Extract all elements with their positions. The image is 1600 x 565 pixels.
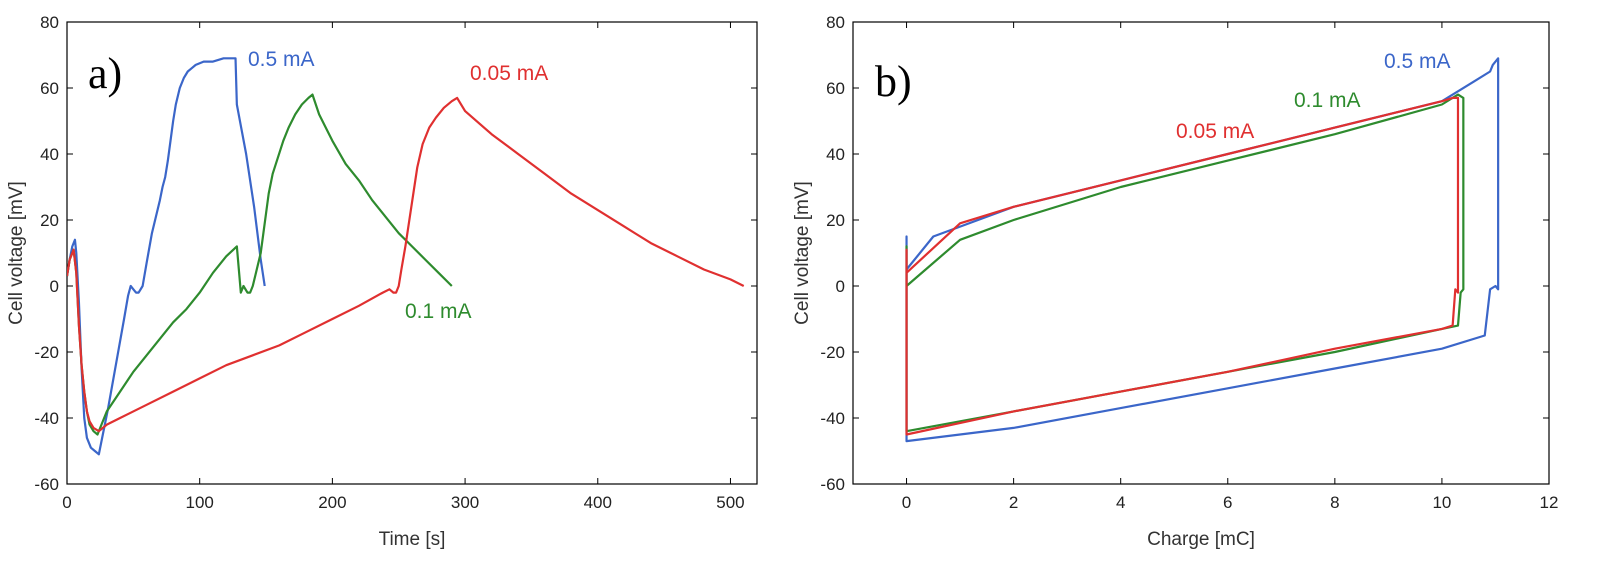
y-tick-label: 40 bbox=[40, 145, 59, 164]
y-tick-label: -60 bbox=[820, 475, 845, 494]
series-line-0-05-ma bbox=[67, 96, 745, 433]
plot-frame bbox=[66, 21, 758, 485]
x-tick-label: 200 bbox=[318, 493, 346, 512]
series-line-0-5-ma bbox=[67, 57, 266, 456]
x-axis-title: Charge [mC] bbox=[1147, 529, 1255, 550]
x-tick-label: 300 bbox=[451, 493, 479, 512]
y-tick-label: -40 bbox=[34, 409, 59, 428]
x-tick-label: 2 bbox=[1009, 493, 1018, 512]
y-tick-label: 20 bbox=[826, 211, 845, 230]
x-tick-label: 12 bbox=[1540, 493, 1559, 512]
y-tick-label: 60 bbox=[40, 79, 59, 98]
y-tick-label: -60 bbox=[34, 475, 59, 494]
x-tick-label: 0 bbox=[902, 493, 911, 512]
x-tick-label: 400 bbox=[584, 493, 612, 512]
y-tick-label: 0 bbox=[50, 277, 59, 296]
panel-b: 0 2 4 6 8 10 12 -60 -40 -20 0 20 40 60 80 Charge [mC] Ce… bbox=[792, 13, 1558, 550]
x-axis-title: Time [s] bbox=[379, 529, 446, 550]
y-tick-label: -20 bbox=[820, 343, 845, 362]
y-axis-title: Cell voltage [mV] bbox=[6, 181, 27, 325]
series-label: 0.5 mA bbox=[1384, 50, 1451, 73]
x-tick-label: 10 bbox=[1432, 493, 1451, 512]
y-tick-label: 60 bbox=[826, 79, 845, 98]
x-tick-label: 100 bbox=[186, 493, 214, 512]
x-tick-label: 4 bbox=[1116, 493, 1125, 512]
panel-letter: b) bbox=[875, 57, 912, 106]
x-tick-label: 0 bbox=[62, 493, 71, 512]
y-tick-label: 0 bbox=[836, 277, 845, 296]
plot-frame bbox=[852, 21, 1550, 485]
y-tick-label: -20 bbox=[34, 343, 59, 362]
series-label: 0.5 mA bbox=[248, 48, 315, 71]
series-label: 0.05 mA bbox=[1176, 120, 1254, 143]
y-tick-label: 40 bbox=[826, 145, 845, 164]
series-label: 0.1 mA bbox=[405, 300, 472, 323]
series-line-0-05-ma bbox=[905, 96, 1460, 436]
series-line-0-1-ma bbox=[67, 93, 453, 436]
x-tick-label: 6 bbox=[1223, 493, 1232, 512]
y-axis-title: Cell voltage [mV] bbox=[792, 181, 813, 325]
panel-letter: a) bbox=[88, 49, 122, 98]
y-tick-label: 20 bbox=[40, 211, 59, 230]
series-label: 0.05 mA bbox=[470, 62, 548, 85]
x-tick-label: 500 bbox=[716, 493, 744, 512]
panel-a: 0 100 200 300 400 500 -60 -40 -20 0 20 40 60 80 Time [… bbox=[6, 13, 758, 550]
y-tick-label: -40 bbox=[820, 409, 845, 428]
y-tick-label: 80 bbox=[40, 13, 59, 32]
series-line-0-5-ma bbox=[905, 57, 1500, 443]
y-tick-label: 80 bbox=[826, 13, 845, 32]
x-tick-label: 8 bbox=[1330, 493, 1339, 512]
series-label: 0.1 mA bbox=[1294, 89, 1361, 112]
